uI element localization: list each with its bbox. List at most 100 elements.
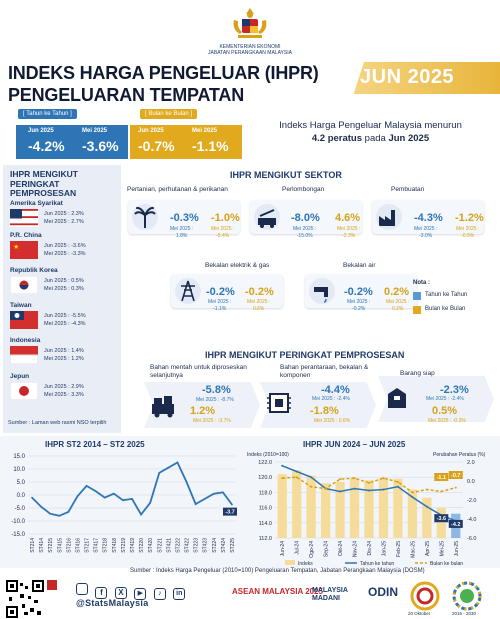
mom-headline-box: Jun 2025 Mei 2025 -0.7% -1.1% (130, 125, 242, 159)
chart2-xtick: Nov-24 (353, 541, 359, 557)
country-jun-value: Jun 2025 : 2.3% (44, 211, 84, 217)
x-twitter-icon[interactable]: X (114, 587, 127, 599)
palm-tree-icon (132, 204, 158, 230)
mom-prev-value: -1.1% (192, 138, 229, 154)
korea-flag-icon (10, 276, 38, 294)
chart2-mom-point (324, 487, 327, 490)
chart1-xtick: ST218 (103, 538, 109, 553)
chart1-last-label: -3.7 (225, 510, 234, 516)
instagram-icon[interactable] (76, 583, 88, 595)
chart1-ytick: -10.0 (11, 519, 25, 525)
chart1-point (31, 496, 33, 499)
sector-yoy-prev: Mei 2025 : -3.0% (414, 226, 438, 239)
linkedin-icon[interactable]: in (173, 588, 186, 600)
chart2-mom-point (368, 481, 370, 484)
ministry-line1: KEMENTERIAN EKONOMI (219, 44, 281, 50)
chart1-point (103, 496, 106, 499)
chart2-bar (422, 497, 432, 538)
chart2-y2tick: -6.0 (467, 536, 476, 542)
chart2-mom-point (353, 477, 356, 480)
chart1-ytick: 15.0 (13, 454, 25, 460)
chart1-xtick: ST423 (203, 538, 209, 553)
period-banner (321, 62, 500, 94)
sector-mom-value: -1.0% (211, 212, 240, 224)
chart1-point (158, 472, 161, 474)
chart1-point (213, 492, 215, 495)
processing-mom-value: -1.8% (310, 405, 339, 417)
japan-flag-icon (10, 382, 38, 400)
chart1-point (140, 513, 142, 516)
chart2-label-mom-prev: -1.1 (437, 475, 446, 481)
chart2-label-mom-last: -0.7 (451, 473, 460, 479)
chart2-mom-point (396, 480, 399, 483)
summary-value: 4.2 peratus (311, 133, 363, 144)
country-name: Taiwan (10, 302, 32, 309)
country-mei-value: Mei 2025 : 2.7% (44, 219, 84, 225)
ministry-line2: JABATAN PERANGKAAN MALAYSIA (208, 50, 292, 56)
chart2-xtick: Dis-24 (367, 541, 373, 556)
country-mei-value: Mei 2025 : 3.3% (44, 392, 84, 398)
sector-yoy-prev: Mei 2025 : -1.1% (208, 299, 232, 312)
chart2-bar (277, 474, 287, 538)
statistics-day-label: 20 Oktober (408, 611, 431, 616)
processing-yoy-prev: Mei 2025 : -2.4% (426, 396, 464, 402)
chart1-xtick: ST415 (57, 538, 63, 553)
sector-yoy-prev: Mei 2025 : 1.8% (170, 226, 194, 239)
raw-materials-icon (152, 396, 174, 418)
sector-yoy-value: -8.0% (291, 212, 320, 224)
chart1-xtick: ST420 (148, 538, 154, 553)
chart2-mom-point (295, 476, 298, 479)
sector-mom-prev: Mei 2025 : 0.6% (247, 299, 271, 312)
chart2-label-yoy-last-bg (448, 519, 463, 528)
chart1-point (122, 499, 124, 501)
sector-mom-value: 0.2% (384, 286, 410, 298)
power-tower-icon (175, 278, 201, 304)
chart2-mom-point (310, 485, 313, 488)
chart2-legend-bar-swatch (285, 560, 295, 565)
chart1-point (194, 503, 197, 505)
chart1-point (131, 498, 133, 500)
social-handle[interactable]: @StatsMalaysia (76, 598, 149, 608)
chart2-y2label: Perubahan Peratus (%) (433, 452, 486, 458)
chart2-bar (436, 507, 446, 538)
chart1-xtick: ST224 (212, 538, 218, 553)
qr-code-icon[interactable] (6, 580, 44, 618)
chart2-bar (407, 489, 418, 538)
asean-logo: ASEAN MALAYSIA 2025 (232, 587, 323, 596)
tiktok-icon[interactable]: ♪ (153, 588, 166, 600)
footer-source: Sumber : Indeks Harga Pengeluar (2010=10… (130, 568, 425, 574)
chart1-xtick: ST216 (66, 538, 72, 553)
chart2-ytick: 116.0 (259, 506, 272, 512)
chart2-yoy-point (310, 476, 313, 479)
chart2-label-mom-last-bg (448, 471, 463, 479)
processing-label: Barang siap (400, 370, 435, 377)
chart2-ylabel: Indeks (2010=100) (247, 452, 289, 458)
processing-label: Bahan mentah untuk diproseskan selanjutn… (150, 364, 247, 379)
chart1-xtick: ST223 (194, 538, 200, 553)
facebook-icon[interactable]: f (95, 587, 108, 599)
chart2-mom-point (281, 477, 284, 480)
chart1-point (49, 512, 51, 515)
footer: f X ▶ ♪ in @StatsMalaysia ASEAN MALAYSIA… (0, 577, 500, 619)
chart2-xtick: Apr-25 (425, 541, 431, 556)
country-mei-value: Mei 2025 : 0.3% (44, 286, 84, 292)
youtube-icon[interactable]: ▶ (134, 588, 147, 600)
coat-of-arms-icon (233, 8, 267, 38)
processing-yoy-value: -2.3% (440, 384, 469, 396)
sector-mom-value: 4.6% (335, 212, 361, 224)
chart1-xtick: ST220 (139, 538, 145, 553)
yoy-current-value: -4.2% (28, 138, 65, 154)
processing-mom-prev: Mei 2025 : -3.7% (193, 418, 231, 424)
chart2-combo-chart: Indeks (2010=100) Perubahan Peratus (%) 12… (247, 452, 486, 567)
nota-yoy-swatch (413, 292, 421, 300)
nota-mom-swatch (413, 306, 421, 314)
chart1-point (113, 492, 115, 495)
country-jun-value: Jun 2025 : -5.5% (44, 313, 86, 319)
mom-tag: [ Bulan ke Bulan ] (140, 109, 198, 119)
sdg-wheel-icon (452, 581, 482, 611)
chart1-point (222, 491, 224, 494)
sector-label: Bekalan elektrik & gas (205, 262, 270, 269)
chart1-ytick: 10.0 (13, 467, 25, 473)
country-jun-value: Jun 2025 : -3.6% (44, 243, 86, 249)
page-title-line2: PENGELUARAN TEMPATAN (8, 85, 244, 105)
